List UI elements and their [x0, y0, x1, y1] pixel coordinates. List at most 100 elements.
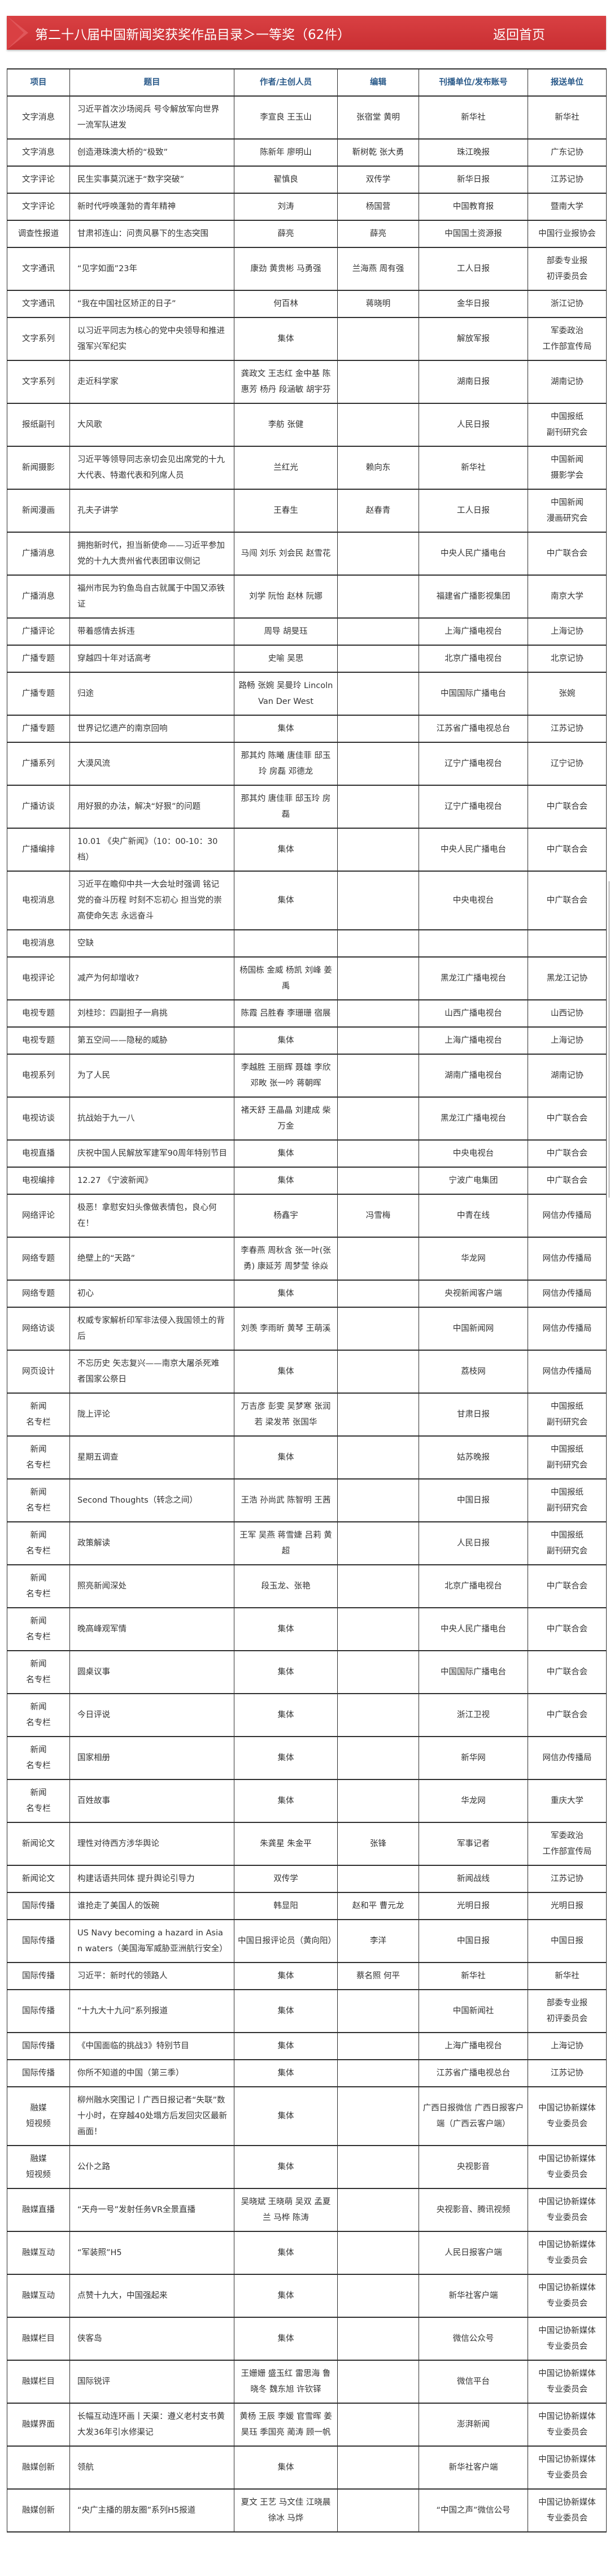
- cell-authors: 集体: [234, 317, 338, 361]
- cell-publisher: 荔枝网: [419, 1350, 528, 1394]
- cell-editors: [337, 1779, 419, 1823]
- cell-category: 新闻 名专栏: [7, 1521, 70, 1565]
- cell-publisher: 姑苏晚报: [419, 1435, 528, 1480]
- cell-submitter: 中国报纸 副刊研究会: [528, 403, 607, 447]
- cell-publisher: 新华社客户端: [419, 2274, 528, 2318]
- cell-publisher: 微信公众号: [419, 2317, 528, 2361]
- table-row: 网络专题 绝壁上的“天路” 李春燕 周秋含 张一叶(张勇) 康延芳 周梦莹 徐焱 华龙…: [7, 1237, 607, 1281]
- cell-title: 归途: [69, 672, 234, 716]
- cell-authors: 集体: [234, 2274, 338, 2318]
- cell-category: 文字通讯: [7, 290, 70, 318]
- cell-authors: 兰红光: [234, 446, 338, 490]
- cell-category: 广播系列: [7, 742, 70, 786]
- cell-authors: 刘涛: [234, 193, 338, 221]
- cell-title: 拥抱新时代，担当新使命——习近平参加党的十九大贵州省代表团审议侧记: [69, 532, 234, 576]
- cell-authors: 集体: [234, 715, 338, 743]
- cell-submitter: 中广联合会: [528, 1650, 607, 1694]
- cell-editors: [337, 617, 419, 646]
- cell-title: 民生实事莫沉迷于“数字突破”: [69, 166, 234, 194]
- cell-authors: 李舫 张健: [234, 403, 338, 447]
- cell-category: 广播评论: [7, 617, 70, 646]
- cell-publisher: 中国教育报: [419, 193, 528, 221]
- cell-category: 电视直播: [7, 1139, 70, 1168]
- cell-publisher: 中央电视台: [419, 1139, 528, 1168]
- table-row: 文字评论 民生实事莫沉迷于“数字突破” 翟慎良 双传学 新华日报 江苏记协: [7, 166, 607, 194]
- table-row: 国际传播 习近平：新时代的领路人 集体 蔡名照 何平 新华社 新华社: [7, 1962, 607, 1990]
- cell-authors: 集体: [234, 2231, 338, 2275]
- cell-submitter: 中国记协新媒体 专业委员会: [528, 2145, 607, 2189]
- back-to-home-link[interactable]: 返回首页: [493, 28, 545, 42]
- cell-publisher: 金华日报: [419, 290, 528, 318]
- column-header-authors: 作者/主创人员: [234, 68, 338, 97]
- cell-submitter: 湖南记协: [528, 1054, 607, 1098]
- table-row: 网络评论 极恶！拿慰安妇头像做表情包，良心何在！ 杨鑫宇 冯雪梅 中青在线 网信办传播局: [7, 1194, 607, 1238]
- cell-editors: [337, 575, 419, 619]
- cell-submitter: 中国记协新媒体 专业委员会: [528, 2446, 607, 2490]
- cell-title: 习近平等领导同志亲切会见出席党的十九大代表、特邀代表和列席人员: [69, 446, 234, 490]
- table-row: 文字通讯 “我在中国社区矫正的日子” 何百林 蒋晓明 金华日报 浙江记协: [7, 290, 607, 318]
- cell-publisher: 华龙网: [419, 1779, 528, 1823]
- cell-title: 今日评说: [69, 1693, 234, 1737]
- cell-category: 电视消息: [7, 871, 70, 930]
- cell-editors: [337, 1393, 419, 1437]
- cell-editors: [337, 1736, 419, 1780]
- cell-authors: 集体: [234, 1280, 338, 1308]
- cell-title: 《中国面临的挑战3》特别节目: [69, 2032, 234, 2060]
- cell-title: 百姓故事: [69, 1779, 234, 1823]
- cell-authors: 周导 胡旻珏: [234, 617, 338, 646]
- cell-authors: 段玉龙、张艳: [234, 1564, 338, 1608]
- cell-category: 广播消息: [7, 575, 70, 619]
- cell-authors: 王姗姗 盛玉红 雷思海 鲁晓冬 魏东旭 许钦铎: [234, 2360, 338, 2404]
- cell-authors: 王浩 孙尚武 陈智明 王茜: [234, 1478, 338, 1522]
- cell-publisher: 新华日报: [419, 166, 528, 194]
- cell-authors: 翟慎良: [234, 166, 338, 194]
- cell-publisher: 上海广播电视台: [419, 617, 528, 646]
- table-row: 新闻 名专栏 照亮新闻深处 段玉龙、张艳 北京广播电视台 中广联合会: [7, 1564, 607, 1608]
- cell-title: 绝壁上的“天路”: [69, 1237, 234, 1281]
- cell-editors: 杨国营: [337, 193, 419, 221]
- cell-editors: 李洋: [337, 1919, 419, 1963]
- table-row: 融媒互动 “军装照”H5 集体 人民日报客户端 中国记协新媒体 专业委员会: [7, 2231, 607, 2275]
- scrollbar[interactable]: [608, 881, 610, 1198]
- cell-category: 新闻漫画: [7, 489, 70, 533]
- cell-editors: [337, 1167, 419, 1195]
- cell-submitter: 中广联合会: [528, 785, 607, 829]
- cell-publisher: 新华社: [419, 446, 528, 490]
- cell-submitter: 中广联合会: [528, 1139, 607, 1168]
- cell-editors: 赵和平 曹元龙: [337, 1892, 419, 1920]
- cell-category: 国际传播: [7, 1919, 70, 1963]
- cell-category: 文字系列: [7, 360, 70, 404]
- cell-editors: [337, 317, 419, 361]
- column-header-title: 题目: [69, 68, 234, 97]
- cell-authors: [234, 929, 338, 958]
- cell-publisher: 浙江卫视: [419, 1693, 528, 1737]
- cell-authors: 集体: [234, 1989, 338, 2033]
- cell-authors: 集体: [234, 1693, 338, 1737]
- cell-publisher: 江苏省广播电视总台: [419, 2059, 528, 2087]
- cell-publisher: 辽宁广播电视台: [419, 785, 528, 829]
- cell-submitter: 中国记协新媒体 专业委员会: [528, 2488, 607, 2533]
- cell-publisher: 央视影音: [419, 2145, 528, 2189]
- table-row: 新闻论文 理性对待西方涉华舆论 朱龚星 朱金平 张锋 军事记者 军委政治 工作部宣传局: [7, 1822, 607, 1866]
- cell-title: 谁抢走了美国人的饭碗: [69, 1892, 234, 1920]
- cell-category: 广播专题: [7, 645, 70, 673]
- cell-submitter: 中广联合会: [528, 1607, 607, 1651]
- cell-category: 国际传播: [7, 1989, 70, 2033]
- cell-title: 国际锐评: [69, 2360, 234, 2404]
- cell-publisher: 微信平台: [419, 2360, 528, 2404]
- table-header-row: 项目 题目 作者/主创人员 编辑 刊播单位/发布账号 报送单位: [7, 68, 607, 97]
- cell-submitter: 中国行业报协会: [528, 220, 607, 248]
- cell-category: 融媒直播: [7, 2188, 70, 2232]
- cell-editors: [337, 403, 419, 447]
- cell-authors: 集体: [234, 828, 338, 872]
- table-row: 文字消息 习近平首次沙场阅兵 号令解放军向世界一流军队进发 李宣良 王玉山 张宿堂 黄…: [7, 95, 607, 140]
- cell-submitter: 网信办传播局: [528, 1280, 607, 1308]
- cell-authors: 集体: [234, 1962, 338, 1990]
- column-header-category: 项目: [7, 68, 70, 97]
- cell-category: 电视评论: [7, 956, 70, 1000]
- cell-publisher: 中青在线: [419, 1194, 528, 1238]
- cell-editors: [337, 742, 419, 786]
- cell-submitter: 中广联合会: [528, 1693, 607, 1737]
- cell-publisher: 人民日报客户端: [419, 2231, 528, 2275]
- cell-category: 网络专题: [7, 1280, 70, 1308]
